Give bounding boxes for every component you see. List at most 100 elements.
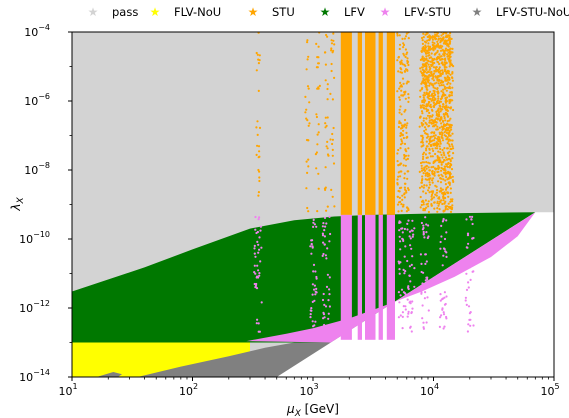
legend-label: LFV (344, 5, 365, 19)
stu-point (435, 45, 438, 48)
stu-point (432, 79, 435, 82)
lfv-stu-point (465, 272, 468, 275)
y-tick-label: 10−10 (19, 230, 50, 246)
lfv-stu-point (312, 221, 315, 224)
stu-point (324, 122, 327, 125)
stu-point (430, 52, 433, 55)
stu-point (425, 92, 428, 95)
stu-point (444, 208, 447, 211)
stu-point (451, 200, 454, 203)
stu-point (436, 128, 439, 131)
stu-point (433, 82, 436, 85)
stu-point (447, 106, 450, 109)
stu-point (449, 98, 452, 101)
stu-point (450, 163, 453, 166)
stu-point (437, 61, 440, 64)
stu-point (430, 195, 433, 198)
lfv-stu-point (253, 282, 256, 286)
stu-point (421, 86, 424, 90)
stu-point (448, 150, 451, 153)
stu-point (258, 176, 261, 179)
lfv-stu-point (328, 305, 331, 308)
stu-point (423, 70, 426, 73)
lfv-stu-point (322, 252, 325, 256)
stu-point (430, 135, 433, 138)
stu-point (446, 35, 449, 39)
stu-point (432, 49, 435, 52)
stu-point (401, 77, 405, 80)
stu-point (315, 151, 318, 154)
stu-point (442, 84, 445, 87)
stu-point (423, 126, 427, 129)
stu-point (400, 209, 403, 212)
lfv-stu-point (468, 266, 471, 269)
stu-point (444, 156, 447, 159)
stu-point (431, 38, 434, 41)
stu-point (425, 145, 429, 148)
stu-point (437, 164, 440, 168)
stu-point (421, 134, 424, 137)
lfv-stu-point (410, 247, 413, 250)
lfv-stu-point (401, 327, 404, 330)
stu-point (406, 61, 409, 65)
stu-point (324, 188, 327, 191)
stu-point (428, 84, 431, 87)
lfv-stu-point (410, 330, 413, 333)
stu-point (448, 138, 451, 141)
lfv-stu-point (425, 260, 428, 263)
stu-point (400, 59, 403, 62)
stu-point (441, 156, 444, 159)
stu-point (432, 96, 435, 99)
lfv-stu-point (424, 253, 427, 256)
stu-point (429, 103, 432, 106)
stu-point (441, 191, 445, 194)
stu-point (446, 49, 449, 52)
lfv-stu-point (315, 225, 318, 228)
stu-point (444, 100, 447, 103)
stu-point (425, 103, 428, 106)
lfv-stu-point (256, 264, 259, 267)
lfv-stu-point (411, 235, 414, 238)
stu-point (435, 194, 438, 197)
stu-point (434, 70, 437, 73)
stu-point (421, 153, 425, 156)
stu-point (447, 202, 450, 205)
stu-point (427, 210, 430, 214)
stu-point (438, 202, 441, 205)
stu-point (439, 49, 443, 52)
stu-point (405, 53, 408, 56)
stu-point (439, 190, 442, 193)
lfv-stu-point (309, 245, 312, 248)
stu-point (451, 71, 454, 74)
stu-point (439, 37, 442, 40)
stu-point (255, 69, 258, 72)
lfv-stu-point (467, 242, 470, 245)
stu-point (424, 78, 428, 81)
stu-point (420, 181, 423, 184)
lfv-stu-point (397, 291, 400, 294)
stu-point (305, 117, 308, 120)
lfv-stu-point (328, 276, 331, 279)
stu-point (448, 50, 451, 53)
stu-point (436, 125, 439, 128)
stu-point (450, 143, 453, 146)
stu-point (258, 155, 261, 158)
stu-point (437, 180, 440, 183)
stu-point (438, 145, 441, 148)
lfv-stu-point (427, 309, 430, 312)
stu-point (440, 173, 443, 176)
x-tick-label: 102 (179, 382, 198, 398)
stu-point (429, 97, 432, 101)
stu-point (443, 158, 446, 162)
stu-point (446, 53, 449, 56)
stu-point (398, 108, 401, 111)
lfv-stu-point (427, 224, 430, 227)
stu-point (440, 177, 443, 180)
stu-point (401, 198, 404, 201)
stu-point (405, 210, 408, 213)
lfv-stu-point (253, 252, 256, 255)
stu-point (429, 74, 432, 77)
stu-point (421, 144, 424, 147)
stu-point (438, 53, 441, 56)
stu-point (400, 170, 403, 173)
